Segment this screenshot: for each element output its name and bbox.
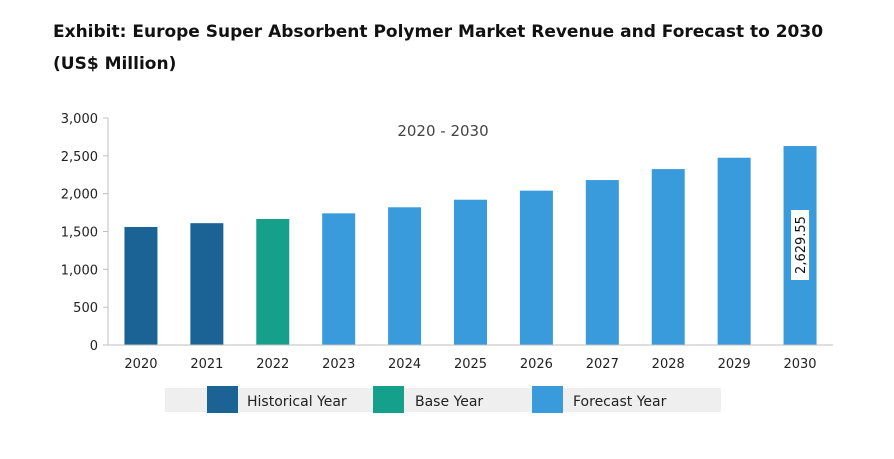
data-label-text: 2,629.55: [794, 216, 809, 274]
bar-2025: [454, 199, 487, 345]
x-tick-label: 2026: [520, 357, 553, 372]
bars: 2,629.55: [124, 146, 817, 345]
year-range-annotation: 2020 - 2030: [397, 122, 488, 140]
x-tick-label: 2022: [256, 357, 289, 372]
x-tick-label: 2030: [783, 357, 816, 372]
legend-label-base: Base Year: [415, 394, 483, 410]
y-tick-label: 3,000: [61, 112, 98, 127]
y-axis: 0 500 1,000 1,500 2,000 2,500 3,000: [61, 112, 109, 354]
y-tick-label: 1,500: [61, 226, 98, 241]
legend: Historical Year Base Year Forecast Year: [165, 386, 721, 413]
bar-2021: [190, 223, 224, 345]
legend-swatch-historical: [207, 386, 238, 413]
data-label-box: [791, 210, 810, 280]
y-tick-label: 1,000: [61, 263, 98, 278]
x-tick-label: 2021: [190, 357, 223, 372]
chart-title: Exhibit: Europe Super Absorbent Polymer …: [53, 22, 824, 74]
x-tick-label: 2029: [718, 357, 751, 372]
legend-background: [165, 388, 721, 412]
bar-2027: [585, 180, 619, 345]
y-tick-label: 0: [90, 339, 98, 354]
bar-2024: [388, 207, 422, 345]
bar-2026: [519, 190, 553, 345]
data-label-2030: 2,629.55: [791, 210, 810, 280]
legend-swatch-forecast: [532, 386, 563, 413]
x-axis: 2020 2021 2022 2023 2024 2025 2026 2027 2028 2029…: [108, 344, 833, 372]
x-tick-label: 2028: [652, 357, 685, 372]
x-tick-label: 2020: [124, 357, 157, 372]
bar-2020: [124, 226, 158, 345]
bar-2023: [322, 213, 356, 345]
x-tick-label: 2024: [388, 357, 421, 372]
bar-2028: [651, 169, 685, 345]
y-tick-label: 2,500: [61, 150, 98, 165]
x-tick-label: 2023: [322, 357, 355, 372]
bar-2029: [717, 157, 751, 345]
legend-label-historical: Historical Year: [247, 394, 347, 410]
y-tick-label: 500: [73, 301, 98, 316]
legend-label-forecast: Forecast Year: [573, 394, 667, 410]
x-tick-label: 2025: [454, 357, 487, 372]
y-tick-label: 2,000: [61, 188, 98, 203]
x-tick-label: 2027: [586, 357, 619, 372]
legend-swatch-base: [373, 386, 404, 413]
bar-2022: [256, 219, 290, 345]
